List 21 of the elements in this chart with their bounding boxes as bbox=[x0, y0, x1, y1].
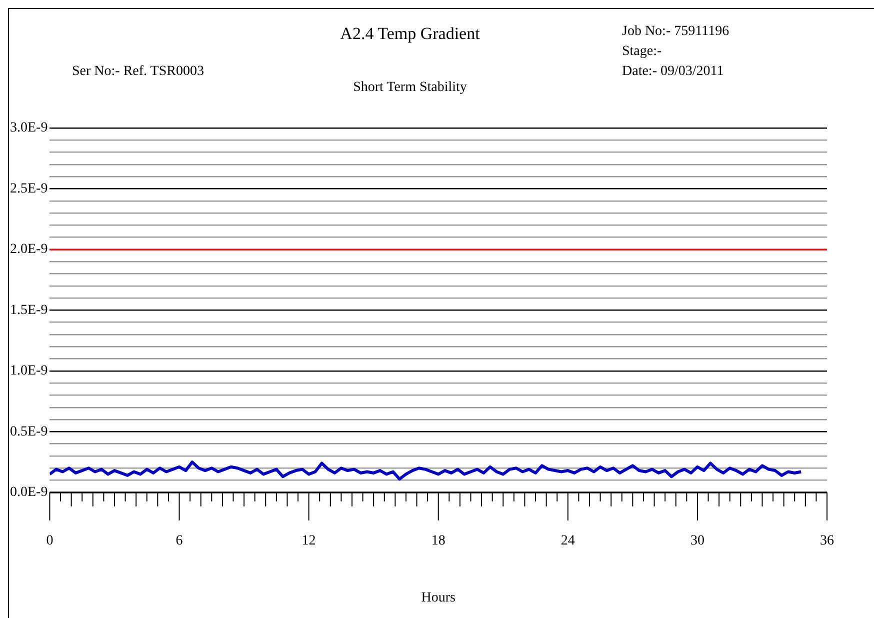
y-tick-label: 0.0E-9 bbox=[10, 485, 48, 500]
x-tick-label: 18 bbox=[431, 533, 446, 548]
x-tick-label: 30 bbox=[690, 533, 704, 548]
y-tick-label: 1.5E-9 bbox=[10, 302, 48, 318]
text: Date:- 09/03/2011 bbox=[622, 64, 724, 80]
y-tick-label: 0.5E-9 bbox=[10, 424, 48, 440]
y-tick-label: 2.5E-9 bbox=[10, 181, 48, 196]
y-tick-label: 3.0E-9 bbox=[10, 120, 48, 136]
y-tick-label: 2.0E-9 bbox=[10, 242, 48, 258]
x-tick-label: 12 bbox=[302, 533, 316, 548]
chart-subtitle: Short Term Stability bbox=[353, 80, 467, 96]
text: Ser No:- Ref. TSR0003 bbox=[72, 64, 204, 80]
text: Stage:- bbox=[622, 44, 662, 60]
x-tick-label: 6 bbox=[176, 533, 183, 548]
x-tick-label: 36 bbox=[820, 533, 834, 548]
text: Job No:- 75911196 bbox=[622, 24, 730, 40]
x-axis-title: Hours bbox=[421, 590, 456, 606]
x-tick-label: 0 bbox=[46, 533, 54, 548]
x-tick-label: 24 bbox=[560, 533, 575, 548]
chart-title: A2.4 Temp Gradient bbox=[340, 24, 480, 44]
y-tick-label: 1.0E-9 bbox=[10, 364, 48, 379]
